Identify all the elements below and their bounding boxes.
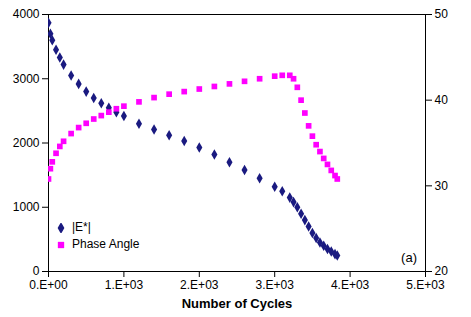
svg-text:50: 50 [435,7,449,21]
svg-text:2000: 2000 [13,136,40,150]
html-text:Phase Angle: Phase Angle [72,237,140,251]
svg-text:0.E+00: 0.E+00 [29,278,68,292]
html-text:(a): (a) [401,250,417,265]
svg-text:20: 20 [435,264,449,278]
svg-text:4.E+03: 4.E+03 [331,278,370,292]
svg-text:4000: 4000 [13,7,40,21]
svg-text:Number of Cycles: Number of Cycles [182,296,293,311]
html-text:|E*|: |E*| [72,220,91,234]
svg-text:40: 40 [435,93,449,107]
svg-text:1000: 1000 [13,200,40,214]
svg-text:0: 0 [33,264,40,278]
svg-text:1.E+03: 1.E+03 [105,278,144,292]
svg-text:30: 30 [435,179,449,193]
svg-text:2.E+03: 2.E+03 [180,278,219,292]
svg-text:3.E+03: 3.E+03 [256,278,295,292]
svg-text:5.E+03: 5.E+03 [406,278,445,292]
svg-text:3000: 3000 [13,72,40,86]
